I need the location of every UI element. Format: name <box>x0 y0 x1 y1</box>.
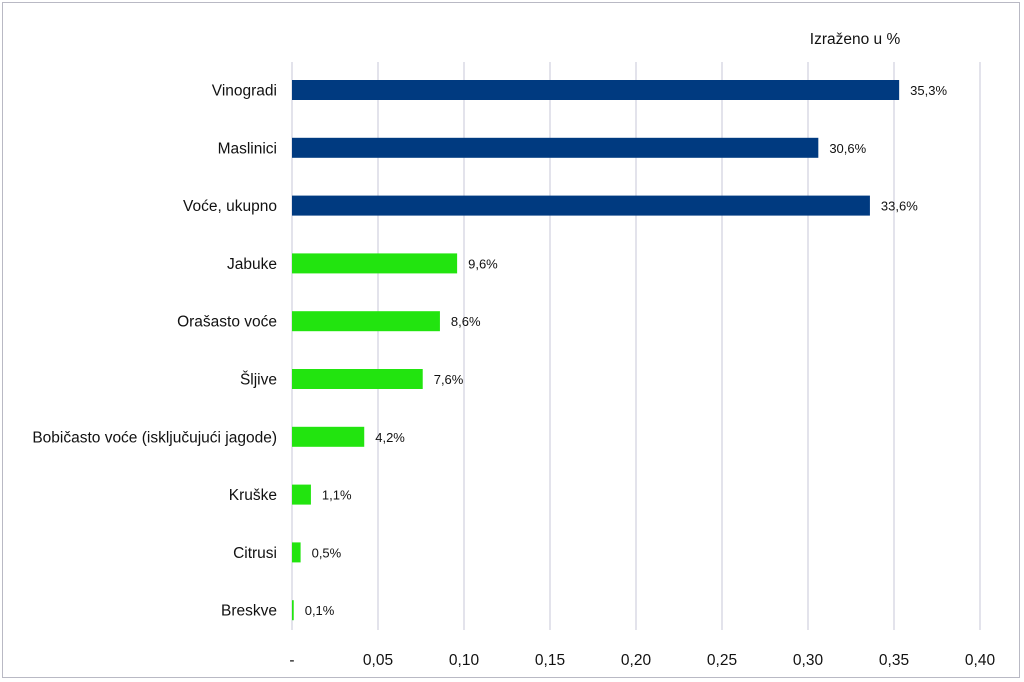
category-label: Bobičasto voće (isključujući jagode) <box>32 429 277 446</box>
data-label: 9,6% <box>468 256 498 271</box>
bar <box>292 311 440 332</box>
bar <box>292 542 301 563</box>
data-labels: 35,3% 30,6% 33,6% 9,6% 8,6% 7,6% 4,2% 1,1% 0,5% 0… <box>305 83 948 618</box>
bar <box>292 80 900 100</box>
x-tick-label: 0,20 <box>621 652 652 669</box>
data-label: 1,1% <box>322 488 352 503</box>
data-label: 30,6% <box>829 141 866 156</box>
x-axis-tick-labels: - 0,05 0,10 0,15 0,20 0,25 0,30 0,35 0,40 <box>289 652 995 669</box>
data-label: 4,2% <box>375 430 405 445</box>
data-label: 35,3% <box>910 83 947 98</box>
category-label: Voće, ukupno <box>183 198 277 215</box>
bar <box>292 426 365 447</box>
data-label: 7,6% <box>434 372 464 387</box>
bar <box>292 195 870 216</box>
unit-note: Izraženo u % <box>810 31 901 48</box>
category-label: Orašasto voće <box>177 314 277 331</box>
x-tick-label: - <box>289 652 294 669</box>
category-label: Jabuke <box>227 256 277 273</box>
data-label: 0,5% <box>312 545 342 560</box>
data-label: 33,6% <box>881 199 918 214</box>
x-tick-label: 0,40 <box>965 652 996 669</box>
bar <box>292 253 458 274</box>
bars <box>292 80 900 621</box>
category-label: Citrusi <box>233 545 277 562</box>
bar <box>292 369 423 389</box>
bar <box>292 484 311 505</box>
x-tick-label: 0,10 <box>449 652 480 669</box>
x-tick-label: 0,25 <box>707 652 737 669</box>
data-label: 8,6% <box>451 314 481 329</box>
x-tick-label: 0,05 <box>363 652 393 669</box>
x-tick-label: 0,35 <box>879 652 909 669</box>
data-label: 0,1% <box>305 603 335 618</box>
bar <box>292 137 819 158</box>
category-label: Kruške <box>229 487 277 504</box>
category-label: Breskve <box>221 603 277 620</box>
category-label: Šljive <box>240 372 277 389</box>
category-labels: Vinogradi Maslinici Voće, ukupno Jabuke Oraš… <box>32 83 277 620</box>
x-tick-label: 0,15 <box>535 652 565 669</box>
bar <box>292 600 294 621</box>
category-label: Maslinici <box>218 140 277 157</box>
x-tick-label: 0,30 <box>793 652 824 669</box>
category-label: Vinogradi <box>212 83 277 100</box>
